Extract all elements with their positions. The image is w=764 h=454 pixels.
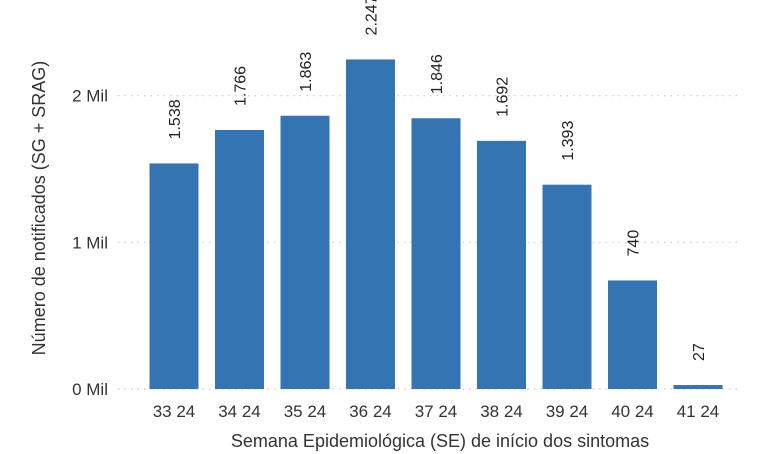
bar: [542, 184, 592, 389]
data-label: 1.846: [429, 54, 446, 94]
data-label: 1.863: [298, 52, 315, 92]
bar: [149, 163, 199, 389]
bar: [215, 129, 264, 389]
y-tick-label: 0 Mil: [72, 380, 108, 399]
x-tick-label: 34 24: [218, 402, 261, 421]
bar: [608, 280, 657, 389]
x-axis-title: Semana Epidemiológica (SE) de início dos…: [231, 431, 649, 451]
bar: [280, 115, 330, 389]
y-tick-label: 1 Mil: [72, 233, 108, 252]
bar: [346, 59, 395, 389]
x-tick-label: 36 24: [349, 402, 392, 421]
bar: [411, 118, 461, 390]
data-label: 1.538: [167, 99, 184, 139]
x-tick-label: 35 24: [284, 402, 327, 421]
y-axis-title: Número de notificados (SG + SRAG): [29, 61, 49, 356]
x-tick-label: 37 24: [415, 402, 458, 421]
data-label: 1.766: [233, 66, 250, 106]
x-tick-label: 38 24: [480, 402, 523, 421]
x-tick-label: 40 24: [611, 402, 654, 421]
data-label: 1.692: [495, 77, 512, 117]
y-tick-labels: 0 Mil 1 Mil 2 Mil: [72, 87, 108, 399]
y-tick-label: 2 Mil: [72, 87, 108, 106]
data-label: 2.247: [364, 0, 381, 35]
bar: [477, 140, 526, 389]
x-tick-label: 33 24: [153, 402, 196, 421]
bars: [149, 59, 723, 390]
x-tick-label: 41 24: [677, 402, 720, 421]
bar: [673, 385, 723, 389]
data-label: 1.393: [560, 121, 577, 161]
x-tick-label: 39 24: [546, 402, 589, 421]
x-tick-labels: 33 24 34 24 35 24 36 24 37 24 38 24 39 24 40 24…: [153, 402, 720, 421]
data-label: 27: [691, 343, 708, 361]
data-label: 740: [626, 230, 643, 257]
data-labels: 1.538 1.766 1.863 2.247 1.846 1.692 1.393 740 27: [167, 0, 708, 361]
